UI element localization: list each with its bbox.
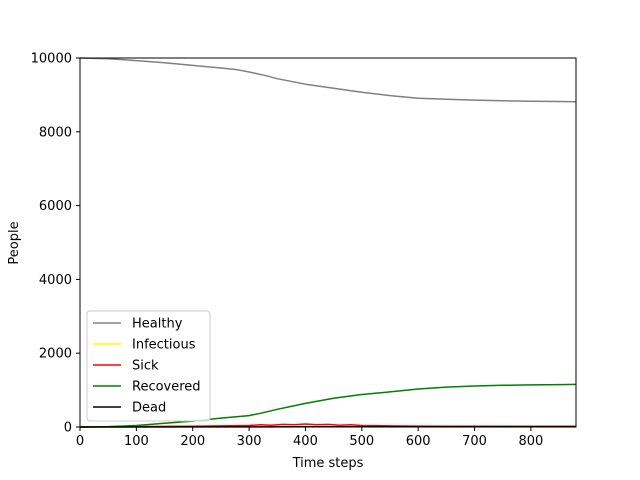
plot-frame	[79, 57, 577, 428]
y-tick-label: 2000	[39, 347, 72, 362]
x-tick-label: 300	[237, 434, 262, 449]
x-axis-ticks: 0 100 200 300 400 500 600 700 800	[76, 427, 543, 449]
y-tick-label: 8000	[39, 125, 72, 140]
y-tick-label: 0	[64, 421, 72, 436]
legend: Healthy Infectious Sick Recovered Dead	[86, 310, 211, 422]
legend-label-dead: Dead	[132, 401, 166, 416]
legend-label-sick: Sick	[132, 359, 159, 374]
x-tick-label: 100	[124, 434, 149, 449]
x-axis-label: Time steps	[292, 456, 364, 471]
series-line-recovered	[79, 383, 577, 428]
series-line-healthy	[79, 57, 577, 103]
x-tick-label: 400	[293, 434, 318, 449]
y-tick-label: 4000	[39, 273, 72, 288]
y-tick-label: 10000	[31, 52, 72, 67]
x-tick-label: 600	[406, 434, 431, 449]
legend-label-infectious: Infectious	[132, 338, 196, 353]
y-tick-label: 6000	[39, 199, 72, 214]
x-tick-label: 200	[180, 434, 205, 449]
legend-label-recovered: Recovered	[132, 380, 201, 395]
y-axis-label: People	[7, 221, 22, 264]
x-tick-label: 800	[518, 434, 543, 449]
legend-label-healthy: Healthy	[132, 317, 183, 332]
x-tick-label: 700	[462, 434, 487, 449]
legend-box	[86, 310, 211, 422]
y-axis-ticks: 0 2000 4000 6000 8000 10000	[31, 52, 80, 436]
x-tick-label: 0	[76, 434, 84, 449]
x-tick-label: 500	[349, 434, 374, 449]
